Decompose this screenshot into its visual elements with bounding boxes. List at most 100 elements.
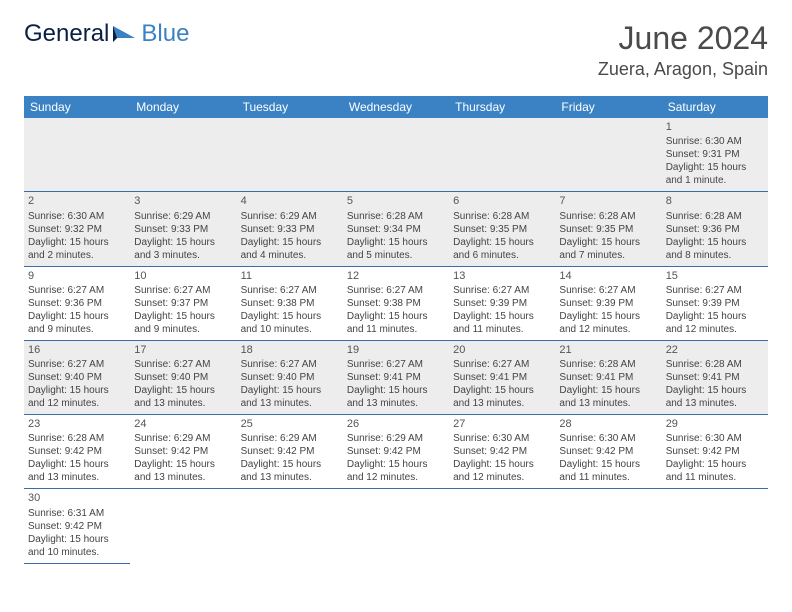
- day-header-row: Sunday Monday Tuesday Wednesday Thursday…: [24, 96, 768, 118]
- cell-line-ss: Sunset: 9:41 PM: [453, 371, 551, 384]
- calendar-cell: [343, 118, 449, 192]
- logo-text-general: General: [24, 20, 109, 48]
- cell-line-d2: and 12 minutes.: [453, 471, 551, 484]
- cell-line-d2: and 12 minutes.: [559, 323, 657, 336]
- cell-line-ss: Sunset: 9:36 PM: [666, 223, 764, 236]
- cell-line-d1: Daylight: 15 hours: [134, 384, 232, 397]
- cell-line-sr: Sunrise: 6:28 AM: [453, 210, 551, 223]
- cell-line-ss: Sunset: 9:40 PM: [28, 371, 126, 384]
- day-number: 29: [666, 417, 764, 431]
- calendar-cell: 28Sunrise: 6:30 AMSunset: 9:42 PMDayligh…: [555, 415, 661, 489]
- cell-line-ss: Sunset: 9:35 PM: [453, 223, 551, 236]
- cell-line-ss: Sunset: 9:32 PM: [28, 223, 126, 236]
- calendar-cell: [343, 489, 449, 563]
- calendar-cell: 20Sunrise: 6:27 AMSunset: 9:41 PMDayligh…: [449, 340, 555, 414]
- header: General Blue June 2024 Zuera, Aragon, Sp…: [0, 0, 792, 90]
- calendar-row: 1Sunrise: 6:30 AMSunset: 9:31 PMDaylight…: [24, 118, 768, 192]
- day-number: 14: [559, 269, 657, 283]
- calendar-cell: [555, 118, 661, 192]
- cell-line-d2: and 6 minutes.: [453, 249, 551, 262]
- calendar-cell: 15Sunrise: 6:27 AMSunset: 9:39 PMDayligh…: [662, 266, 768, 340]
- cell-line-d1: Daylight: 15 hours: [241, 458, 339, 471]
- cell-line-d2: and 12 minutes.: [666, 323, 764, 336]
- cell-line-d2: and 10 minutes.: [241, 323, 339, 336]
- cell-line-sr: Sunrise: 6:31 AM: [28, 507, 126, 520]
- cell-line-d1: Daylight: 15 hours: [28, 310, 126, 323]
- calendar-cell: 24Sunrise: 6:29 AMSunset: 9:42 PMDayligh…: [130, 415, 236, 489]
- calendar-cell: 17Sunrise: 6:27 AMSunset: 9:40 PMDayligh…: [130, 340, 236, 414]
- cell-line-d1: Daylight: 15 hours: [28, 236, 126, 249]
- calendar-cell: 14Sunrise: 6:27 AMSunset: 9:39 PMDayligh…: [555, 266, 661, 340]
- calendar-cell: 6Sunrise: 6:28 AMSunset: 9:35 PMDaylight…: [449, 192, 555, 266]
- cell-line-d2: and 4 minutes.: [241, 249, 339, 262]
- cell-line-d1: Daylight: 15 hours: [347, 236, 445, 249]
- cell-line-ss: Sunset: 9:42 PM: [28, 520, 126, 533]
- day-number: 25: [241, 417, 339, 431]
- cell-line-ss: Sunset: 9:39 PM: [559, 297, 657, 310]
- calendar-cell: [555, 489, 661, 563]
- cell-line-ss: Sunset: 9:41 PM: [666, 371, 764, 384]
- cell-line-d2: and 13 minutes.: [666, 397, 764, 410]
- cell-line-sr: Sunrise: 6:29 AM: [347, 432, 445, 445]
- day-number: 15: [666, 269, 764, 283]
- calendar-cell: 5Sunrise: 6:28 AMSunset: 9:34 PMDaylight…: [343, 192, 449, 266]
- day-number: 27: [453, 417, 551, 431]
- cell-line-d1: Daylight: 15 hours: [666, 161, 764, 174]
- day-number: 10: [134, 269, 232, 283]
- cell-line-d1: Daylight: 15 hours: [453, 310, 551, 323]
- calendar-cell: 13Sunrise: 6:27 AMSunset: 9:39 PMDayligh…: [449, 266, 555, 340]
- calendar-cell: [130, 489, 236, 563]
- cell-line-d1: Daylight: 15 hours: [559, 458, 657, 471]
- month-title: June 2024: [598, 20, 768, 57]
- cell-line-d2: and 13 minutes.: [134, 397, 232, 410]
- cell-line-ss: Sunset: 9:42 PM: [241, 445, 339, 458]
- cell-line-d1: Daylight: 15 hours: [347, 458, 445, 471]
- cell-line-d2: and 11 minutes.: [666, 471, 764, 484]
- calendar-cell: 26Sunrise: 6:29 AMSunset: 9:42 PMDayligh…: [343, 415, 449, 489]
- cell-line-sr: Sunrise: 6:27 AM: [134, 284, 232, 297]
- day-number: 28: [559, 417, 657, 431]
- cell-line-d2: and 9 minutes.: [134, 323, 232, 336]
- cell-line-ss: Sunset: 9:31 PM: [666, 148, 764, 161]
- calendar-cell: 12Sunrise: 6:27 AMSunset: 9:38 PMDayligh…: [343, 266, 449, 340]
- calendar-cell: 11Sunrise: 6:27 AMSunset: 9:38 PMDayligh…: [237, 266, 343, 340]
- cell-line-d1: Daylight: 15 hours: [666, 384, 764, 397]
- calendar-cell: 9Sunrise: 6:27 AMSunset: 9:36 PMDaylight…: [24, 266, 130, 340]
- col-sunday: Sunday: [24, 96, 130, 118]
- cell-line-ss: Sunset: 9:33 PM: [241, 223, 339, 236]
- cell-line-d1: Daylight: 15 hours: [559, 310, 657, 323]
- cell-line-d2: and 13 minutes.: [347, 397, 445, 410]
- day-number: 19: [347, 343, 445, 357]
- cell-line-d1: Daylight: 15 hours: [347, 310, 445, 323]
- cell-line-d1: Daylight: 15 hours: [134, 310, 232, 323]
- day-number: 18: [241, 343, 339, 357]
- cell-line-d2: and 13 minutes.: [453, 397, 551, 410]
- col-tuesday: Tuesday: [237, 96, 343, 118]
- cell-line-ss: Sunset: 9:34 PM: [347, 223, 445, 236]
- calendar-row: 2Sunrise: 6:30 AMSunset: 9:32 PMDaylight…: [24, 192, 768, 266]
- cell-line-sr: Sunrise: 6:27 AM: [28, 358, 126, 371]
- cell-line-sr: Sunrise: 6:28 AM: [28, 432, 126, 445]
- col-saturday: Saturday: [662, 96, 768, 118]
- col-thursday: Thursday: [449, 96, 555, 118]
- day-number: 23: [28, 417, 126, 431]
- cell-line-sr: Sunrise: 6:27 AM: [559, 284, 657, 297]
- cell-line-sr: Sunrise: 6:28 AM: [559, 210, 657, 223]
- calendar-row: 16Sunrise: 6:27 AMSunset: 9:40 PMDayligh…: [24, 340, 768, 414]
- title-block: June 2024 Zuera, Aragon, Spain: [598, 20, 768, 80]
- cell-line-d2: and 12 minutes.: [347, 471, 445, 484]
- day-number: 5: [347, 194, 445, 208]
- cell-line-d2: and 5 minutes.: [347, 249, 445, 262]
- col-wednesday: Wednesday: [343, 96, 449, 118]
- cell-line-sr: Sunrise: 6:27 AM: [347, 284, 445, 297]
- cell-line-ss: Sunset: 9:40 PM: [134, 371, 232, 384]
- cell-line-d1: Daylight: 15 hours: [28, 458, 126, 471]
- cell-line-d2: and 1 minute.: [666, 174, 764, 187]
- cell-line-ss: Sunset: 9:40 PM: [241, 371, 339, 384]
- day-number: 12: [347, 269, 445, 283]
- calendar-cell: 16Sunrise: 6:27 AMSunset: 9:40 PMDayligh…: [24, 340, 130, 414]
- calendar-cell: [662, 489, 768, 563]
- calendar-cell: 10Sunrise: 6:27 AMSunset: 9:37 PMDayligh…: [130, 266, 236, 340]
- day-number: 24: [134, 417, 232, 431]
- cell-line-d2: and 13 minutes.: [559, 397, 657, 410]
